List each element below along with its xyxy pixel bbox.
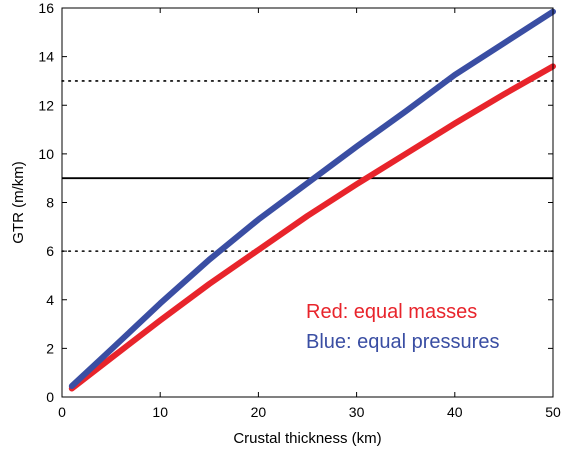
y-tick-label: 0 — [46, 389, 54, 405]
x-axis-ticks: 0 10 20 30 40 50 — [58, 8, 561, 420]
x-tick-label: 30 — [349, 404, 365, 420]
y-tick-label: 8 — [46, 195, 54, 211]
y-axis-label: GTR (m/km) — [10, 161, 27, 243]
y-tick-label: 2 — [46, 340, 54, 356]
y-tick-label: 16 — [38, 0, 54, 16]
series-line-equal-masses — [68, 63, 556, 392]
x-tick-label: 10 — [152, 404, 168, 420]
reference-lines — [61, 80, 554, 252]
y-tick-label: 4 — [46, 292, 54, 308]
y-tick-label: 6 — [46, 243, 54, 259]
series-lines — [68, 8, 556, 392]
x-tick-label: 20 — [251, 404, 267, 420]
x-tick-label: 40 — [447, 404, 463, 420]
legend: Red: equal masses Blue: equal pressures — [306, 301, 499, 353]
y-axis-ticks: 0 2 4 6 8 10 12 14 16 — [38, 0, 553, 405]
x-tick-label: 50 — [545, 404, 561, 420]
legend-entry-red: Red: equal masses — [306, 301, 477, 323]
series-line-equal-pressures — [68, 8, 556, 390]
x-axis-label: Crustal thickness (km) — [233, 430, 381, 447]
x-tick-label: 0 — [58, 404, 66, 420]
y-tick-label: 14 — [38, 49, 54, 65]
y-tick-label: 10 — [38, 146, 54, 162]
legend-entry-blue: Blue: equal pressures — [306, 331, 499, 353]
y-tick-label: 12 — [38, 97, 54, 113]
